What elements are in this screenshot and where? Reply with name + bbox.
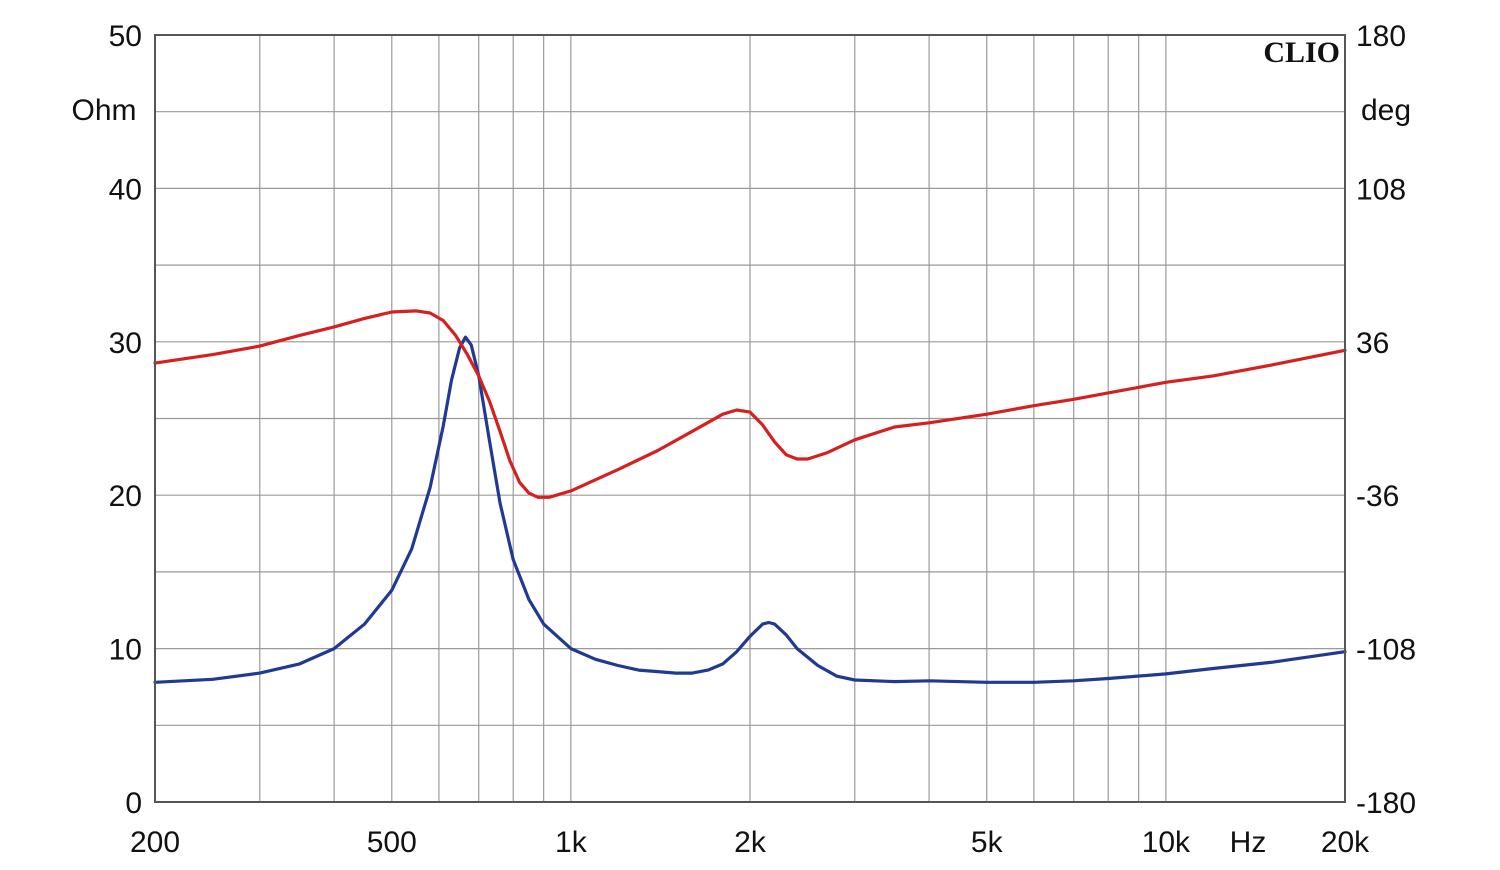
- x-tick-label: 20k: [1321, 826, 1370, 859]
- right-y-tick-label: -180: [1356, 787, 1416, 820]
- impedance-series-line: [153, 335, 1347, 684]
- right-y-tick-label: -108: [1356, 634, 1416, 667]
- right-y-tick-label: 180: [1356, 20, 1406, 53]
- right-y-tick-label: 36: [1356, 327, 1389, 360]
- plot-frame: [154, 34, 1346, 803]
- right-axis-unit: deg: [1361, 94, 1411, 127]
- x-tick-label: 1k: [555, 826, 588, 859]
- x-tick-label: 200: [130, 826, 180, 859]
- x-tick-label: 500: [367, 826, 417, 859]
- x-tick-label: 10k: [1142, 826, 1191, 859]
- x-tick-label: 5k: [971, 826, 1004, 859]
- x-axis-unit: Hz: [1230, 826, 1267, 859]
- major-grid: [155, 111, 1345, 726]
- left-y-tick-label: 30: [109, 327, 142, 360]
- phase-series-line: [153, 309, 1347, 499]
- x-tick-label: 2k: [734, 826, 767, 859]
- left-y-tick-label: 50: [109, 20, 142, 53]
- series-layer: [153, 309, 1347, 684]
- left-y-tick-label: 0: [125, 787, 142, 820]
- labels-layer: 200 500 1k 2k 5k 10k 20k 0 10 20 30 40 50 -180 -108 -36…: [109, 20, 1416, 859]
- left-y-tick-label: 10: [109, 634, 142, 667]
- clio-brand-label: CLIO: [1263, 36, 1340, 69]
- right-y-tick-label: 108: [1356, 173, 1406, 206]
- left-y-tick-label: 20: [109, 480, 142, 513]
- left-axis-unit: Ohm: [71, 94, 136, 127]
- right-y-tick-label: -36: [1356, 480, 1399, 513]
- left-y-tick-label: 40: [109, 173, 142, 206]
